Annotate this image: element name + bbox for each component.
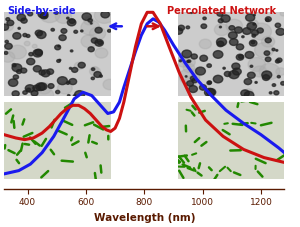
Text: Percolated Network: Percolated Network: [167, 6, 276, 16]
Text: Side-by-side: Side-by-side: [7, 6, 76, 16]
X-axis label: Wavelength (nm): Wavelength (nm): [94, 213, 195, 223]
